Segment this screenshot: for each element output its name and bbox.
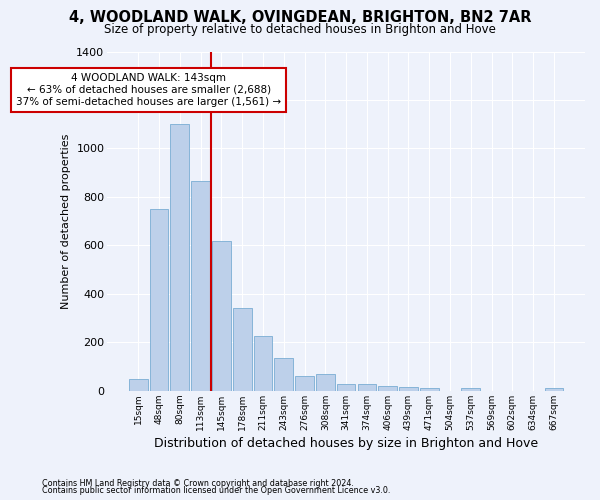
Bar [379, 386, 397, 391]
Text: 4 WOODLAND WALK: 143sqm
← 63% of detached houses are smaller (2,688)
37% of semi: 4 WOODLAND WALK: 143sqm ← 63% of detache… [16, 74, 281, 106]
Text: 4, WOODLAND WALK, OVINGDEAN, BRIGHTON, BN2 7AR: 4, WOODLAND WALK, OVINGDEAN, BRIGHTON, B… [69, 10, 531, 25]
Bar [233, 308, 251, 391]
Text: Contains public sector information licensed under the Open Government Licence v3: Contains public sector information licen… [42, 486, 391, 495]
Bar [461, 388, 480, 391]
Y-axis label: Number of detached properties: Number of detached properties [61, 134, 71, 309]
Bar [191, 181, 210, 391]
Bar [316, 374, 335, 391]
Bar [170, 124, 189, 391]
Bar [295, 376, 314, 391]
Bar [212, 240, 231, 391]
Bar [545, 388, 563, 391]
Bar [274, 358, 293, 391]
Bar [399, 388, 418, 391]
Bar [129, 379, 148, 391]
Bar [254, 336, 272, 391]
X-axis label: Distribution of detached houses by size in Brighton and Hove: Distribution of detached houses by size … [154, 437, 538, 450]
Text: Size of property relative to detached houses in Brighton and Hove: Size of property relative to detached ho… [104, 22, 496, 36]
Bar [358, 384, 376, 391]
Bar [337, 384, 355, 391]
Text: Contains HM Land Registry data © Crown copyright and database right 2024.: Contains HM Land Registry data © Crown c… [42, 478, 354, 488]
Bar [150, 209, 169, 391]
Bar [420, 388, 439, 391]
